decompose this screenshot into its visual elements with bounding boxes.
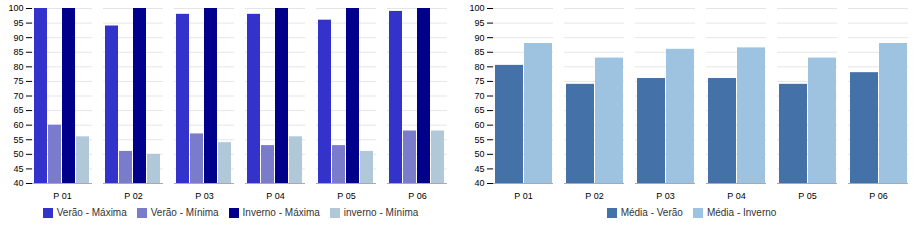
svg-text:P 02: P 02 <box>124 191 142 201</box>
svg-text:P 01: P 01 <box>53 191 71 201</box>
svg-text:75: 75 <box>13 76 23 86</box>
svg-text:60: 60 <box>474 120 484 130</box>
html-text:Verão - Mínima: Verão - Mínima <box>150 207 219 218</box>
svg-text:70: 70 <box>13 91 23 101</box>
svg-text:85: 85 <box>474 47 484 57</box>
svg-text:90: 90 <box>474 33 484 43</box>
svg-text:P 03: P 03 <box>195 191 213 201</box>
svg-text:55: 55 <box>474 135 484 145</box>
svg-text:65: 65 <box>13 105 23 115</box>
html-text:inverno - Mínima: inverno - Mínima <box>343 207 419 218</box>
svg-text:90: 90 <box>13 33 23 43</box>
svg-text:50: 50 <box>13 149 23 159</box>
svg-text:70: 70 <box>474 91 484 101</box>
svg-text:50: 50 <box>474 149 484 159</box>
svg-text:55: 55 <box>13 135 23 145</box>
svg-text:P 03: P 03 <box>656 191 674 201</box>
svg-text:P 06: P 06 <box>408 191 426 201</box>
svg-text:100: 100 <box>8 3 23 13</box>
svg-text:95: 95 <box>474 18 484 28</box>
svg-text:80: 80 <box>474 62 484 72</box>
svg-text:95: 95 <box>13 18 23 28</box>
svg-text:45: 45 <box>13 164 23 174</box>
svg-text:100: 100 <box>469 3 484 13</box>
svg-text:45: 45 <box>474 164 484 174</box>
html-text:Verão - Máxima: Verão - Máxima <box>56 207 127 218</box>
svg-text:40: 40 <box>474 178 484 188</box>
svg-text:60: 60 <box>13 120 23 130</box>
svg-text:80: 80 <box>13 62 23 72</box>
svg-text:P 04: P 04 <box>266 191 284 201</box>
svg-text:P 04: P 04 <box>727 191 745 201</box>
svg-text:P 01: P 01 <box>514 191 532 201</box>
svg-text:P 05: P 05 <box>337 191 355 201</box>
svg-text:P 06: P 06 <box>869 191 887 201</box>
html-text:Média - Verão: Média - Verão <box>620 207 683 218</box>
svg-text:40: 40 <box>13 178 23 188</box>
svg-text:85: 85 <box>13 47 23 57</box>
svg-text:P 02: P 02 <box>585 191 603 201</box>
html-text:Média - Inverno: Média - Inverno <box>706 207 777 218</box>
html-text:Inverno - Máxima: Inverno - Máxima <box>242 207 320 218</box>
svg-text:75: 75 <box>474 76 484 86</box>
svg-text:P 05: P 05 <box>798 191 816 201</box>
svg-text:65: 65 <box>474 105 484 115</box>
